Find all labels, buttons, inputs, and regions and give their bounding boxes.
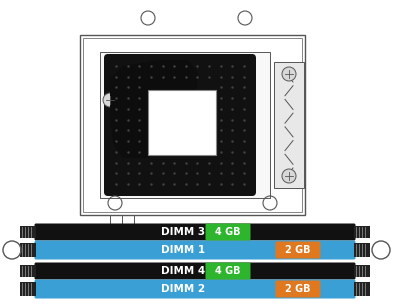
FancyBboxPatch shape (35, 224, 356, 241)
Bar (148, 90, 216, 155)
FancyBboxPatch shape (206, 224, 250, 241)
Text: DIMM 2: DIMM 2 (161, 284, 206, 294)
Bar (274, 62, 304, 188)
Circle shape (282, 169, 296, 183)
Text: 4 GB: 4 GB (215, 266, 241, 276)
Bar (100, 52, 270, 198)
Bar (83, 38, 302, 212)
Bar (20, 282, 36, 296)
FancyBboxPatch shape (104, 54, 256, 196)
Bar (354, 265, 370, 277)
Text: DIMM 4: DIMM 4 (161, 266, 206, 276)
FancyBboxPatch shape (35, 241, 356, 260)
Bar (20, 243, 36, 257)
FancyBboxPatch shape (275, 281, 321, 298)
Text: 2 GB: 2 GB (285, 284, 311, 294)
Bar (20, 226, 36, 238)
Text: DIMM 1: DIMM 1 (161, 245, 206, 255)
FancyBboxPatch shape (35, 262, 356, 279)
Circle shape (282, 67, 296, 81)
FancyBboxPatch shape (206, 262, 250, 279)
Bar (354, 282, 370, 296)
Bar (354, 243, 370, 257)
FancyBboxPatch shape (275, 241, 321, 258)
FancyBboxPatch shape (35, 279, 356, 298)
Text: 2 GB: 2 GB (285, 245, 311, 255)
Text: 4 GB: 4 GB (215, 227, 241, 237)
Text: DIMM 3: DIMM 3 (161, 227, 206, 237)
Bar (354, 226, 370, 238)
Bar (80, 35, 305, 215)
Polygon shape (110, 60, 203, 158)
Circle shape (103, 93, 117, 107)
Bar (20, 265, 36, 277)
